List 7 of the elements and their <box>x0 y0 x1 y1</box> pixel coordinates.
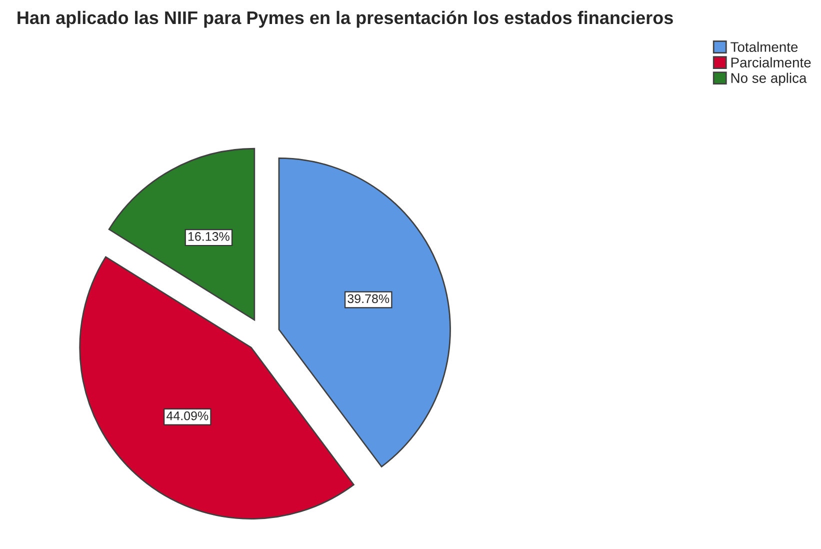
chart-title: Han aplicado las NIIF para Pymes en la presentación los estados financieros <box>18 10 673 28</box>
legend-label: Totalmente <box>730 42 798 52</box>
data-label: 16.13% <box>188 232 230 241</box>
legend-label: No se aplica <box>731 72 807 86</box>
data-label: 44.09% <box>166 411 208 420</box>
data-label: 39.78% <box>348 294 390 304</box>
legend-label: Parcialmente <box>731 57 811 68</box>
